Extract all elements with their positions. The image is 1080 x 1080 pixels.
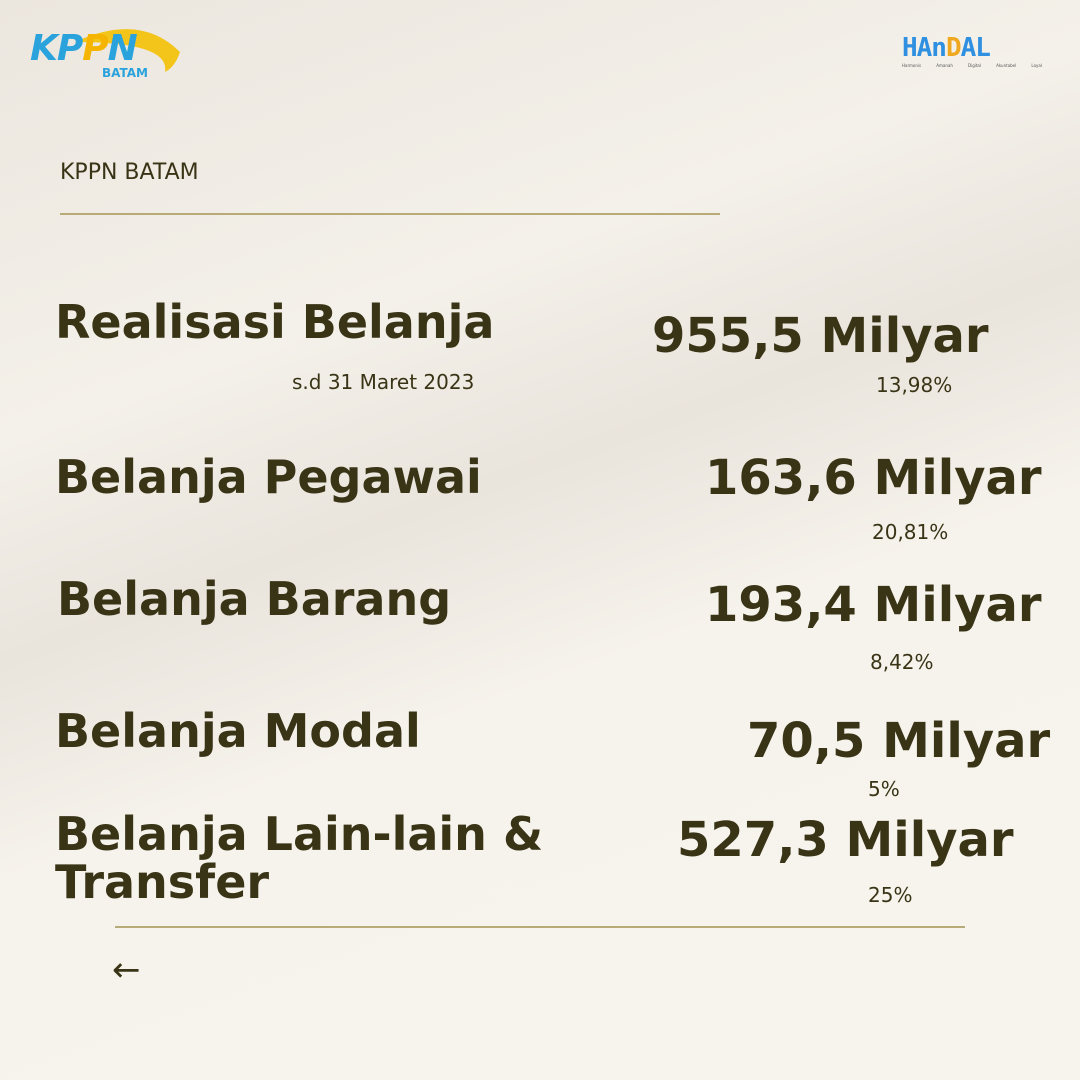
kppn-logo: KPPN BATAM (30, 22, 190, 84)
summary-period: s.d 31 Maret 2023 (292, 370, 475, 394)
item-value: 193,4 Milyar (705, 577, 1042, 633)
item-percent: 20,81% (872, 520, 949, 544)
summary-value: 955,5 Milyar (652, 308, 989, 364)
item-value: 70,5 Milyar (747, 713, 1051, 769)
footer-divider (115, 926, 965, 928)
item-label: Belanja Barang (57, 572, 452, 626)
logo-arc-icon (75, 29, 180, 72)
item-label: Belanja Modal (55, 704, 421, 758)
summary-label: Realisasi Belanja (55, 295, 495, 349)
header-divider (60, 213, 720, 215)
item-value: 163,6 Milyar (705, 450, 1042, 506)
arrow-left-icon[interactable]: ← (112, 950, 141, 990)
header-title: KPPN BATAM (60, 160, 199, 185)
summary-percent: 13,98% (876, 373, 953, 397)
item-percent: 25% (868, 883, 913, 907)
handal-logo: HAnDAL Harmonis Amanah Digital Akuntabel… (902, 33, 1042, 68)
item-label: Belanja Lain-lain & Transfer (55, 807, 544, 910)
item-value: 527,3 Milyar (677, 812, 1014, 868)
item-percent: 8,42% (870, 650, 934, 674)
item-label: Belanja Pegawai (55, 450, 482, 504)
item-percent: 5% (868, 777, 900, 801)
